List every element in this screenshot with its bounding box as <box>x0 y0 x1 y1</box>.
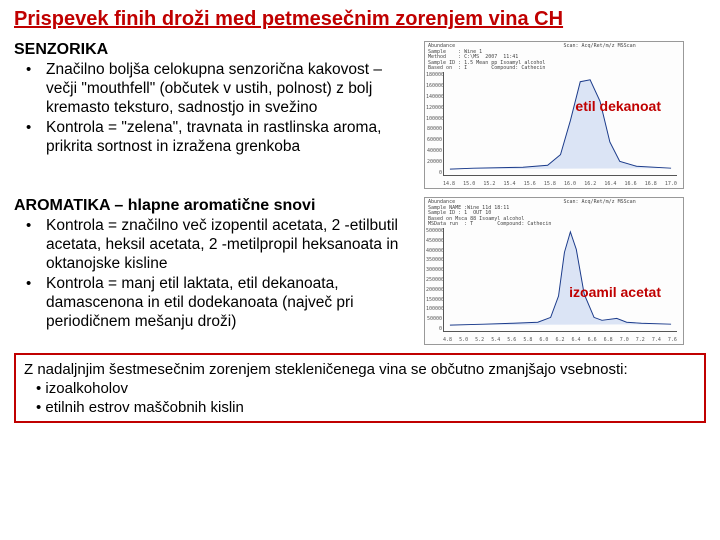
chart-1-label: etil dekanoat <box>575 98 661 114</box>
chart-2-yticks: 5000004500004000003500003000002500002000… <box>426 228 442 332</box>
footer-box: Z nadaljnjim šestmesečnim zorenjem stekl… <box>14 353 706 423</box>
chart-1-svg <box>444 72 677 175</box>
list-item: Kontrola = "zelena", travnata in rastlin… <box>26 119 414 157</box>
chart-2-plot <box>443 228 677 332</box>
chart-1-col: Abundance Scan: Acq/Ret/m/z MSScan Sampl… <box>424 41 684 189</box>
senzorika-list: Značilno boljša celokupna senzorična kak… <box>14 61 414 157</box>
chart-1-header: Abundance Scan: Acq/Ret/m/z MSScan Sampl… <box>425 42 683 72</box>
page-title: Prispevek finih droži med petmesečnim zo… <box>0 0 720 35</box>
chart-1-yticks: 1800001600001400001200001000008000060000… <box>426 72 442 176</box>
senzorika-text: SENZORIKA Značilno boljša celokupna senz… <box>14 41 414 158</box>
aromatika-text: AROMATIKA – hlapne aromatične snovi Kont… <box>14 197 414 332</box>
aromatika-list: Kontrola = značilno več izopentil acetat… <box>14 217 414 331</box>
footer-line: Z nadaljnjim šestmesečnim zorenjem stekl… <box>24 361 696 380</box>
list-item: Kontrola = značilno več izopentil acetat… <box>26 217 414 274</box>
section-aromatika-row: AROMATIKA – hlapne aromatične snovi Kont… <box>0 191 720 347</box>
footer-item-1: • izoalkoholov <box>24 380 696 399</box>
footer-item-2: • etilnih estrov maščobnih kislin <box>24 399 696 418</box>
chart-2-svg <box>444 228 677 331</box>
list-item: Značilno boljša celokupna senzorična kak… <box>26 61 414 118</box>
chart-1-xticks: 14.815.015.215.415.615.816.016.216.416.6… <box>443 181 677 187</box>
chart-2-xticks: 4.85.05.25.45.65.86.06.26.46.66.87.07.27… <box>443 337 677 343</box>
section-senzorika-row: SENZORIKA Značilno boljša celokupna senz… <box>0 35 720 191</box>
chromatogram-chart-2: Abundance Scan: Acq/Ret/m/z MSScan Sampl… <box>424 197 684 345</box>
chart-1-fill <box>450 80 671 169</box>
list-item: Kontrola = manj etil laktata, etil dekan… <box>26 275 414 332</box>
chromatogram-chart-1: Abundance Scan: Acq/Ret/m/z MSScan Sampl… <box>424 41 684 189</box>
chart-1-plot <box>443 72 677 176</box>
chart-2-label: izoamil acetat <box>569 284 661 300</box>
chart-2-header: Abundance Scan: Acq/Ret/m/z MSScan Sampl… <box>425 198 683 228</box>
senzorika-heading: SENZORIKA <box>14 41 414 59</box>
aromatika-heading: AROMATIKA – hlapne aromatične snovi <box>14 197 414 215</box>
chart-2-col: Abundance Scan: Acq/Ret/m/z MSScan Sampl… <box>424 197 684 345</box>
